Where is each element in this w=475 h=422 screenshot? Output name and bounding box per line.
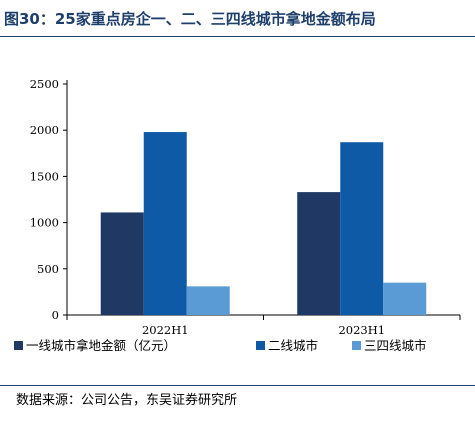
- x-tick-label: 2022H1: [142, 323, 189, 337]
- chart-legend: 一线城市拿地金额（亿元） 二线城市 三四线城市: [14, 338, 427, 353]
- legend-label: 二线城市: [268, 338, 318, 353]
- legend-label: 三四线城市: [364, 338, 427, 353]
- legend-swatch: [14, 341, 23, 350]
- bar: [340, 142, 384, 315]
- y-tick-label: 500: [37, 262, 59, 276]
- x-axis-ticks: 2022H1 2023H1: [66, 315, 461, 337]
- bar: [297, 192, 341, 315]
- y-tick-label: 0: [52, 308, 59, 322]
- bar: [186, 286, 230, 315]
- y-tick-label: 2500: [30, 77, 59, 91]
- y-axis-ticks: 0 500 1000 1500 2000 2500: [30, 77, 67, 322]
- source-divider: [0, 385, 475, 386]
- title-divider: [0, 36, 475, 37]
- source-note: 数据来源：公司公告，东吴证券研究所: [16, 393, 238, 408]
- figure-title: 图30：25家重点房企一、二、三四线城市拿地金额布局: [4, 10, 376, 28]
- legend-label: 一线城市拿地金额（亿元）: [26, 338, 176, 353]
- x-tick-label: 2023H1: [338, 323, 385, 337]
- bar: [143, 132, 187, 315]
- chart-bars: [100, 132, 427, 315]
- legend-swatch: [352, 341, 361, 350]
- bar: [100, 212, 144, 315]
- y-tick-label: 1000: [30, 216, 59, 230]
- y-tick-label: 2000: [30, 123, 59, 137]
- bar: [383, 282, 427, 315]
- y-tick-label: 1500: [30, 169, 59, 183]
- legend-swatch: [256, 341, 265, 350]
- bar-chart: 0 500 1000 1500 2000 2500 2022H1 2023H1 一线城市拿地…: [14, 77, 461, 353]
